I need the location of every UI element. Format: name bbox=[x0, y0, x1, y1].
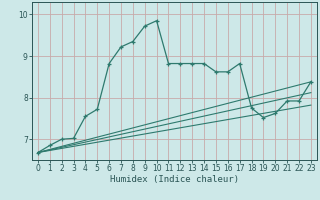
X-axis label: Humidex (Indice chaleur): Humidex (Indice chaleur) bbox=[110, 175, 239, 184]
